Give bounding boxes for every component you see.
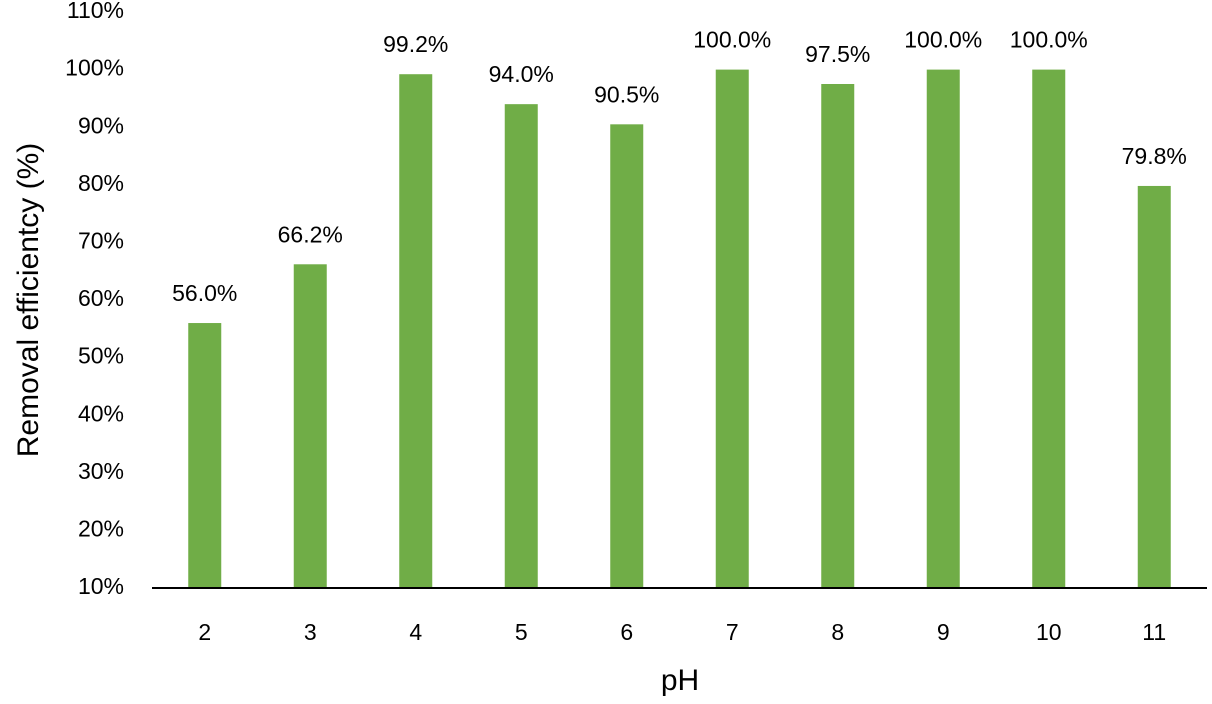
data-label: 100.0%	[904, 27, 982, 53]
x-tick-label: 7	[726, 619, 739, 645]
x-tick-label: 2	[198, 619, 211, 645]
y-tick-label: 70%	[78, 227, 124, 253]
x-tick-label: 11	[1142, 619, 1166, 645]
bars	[188, 69, 1171, 589]
y-tick-label: 30%	[78, 458, 124, 484]
x-tick-label: 10	[1036, 619, 1062, 645]
x-tick-label: 5	[515, 619, 528, 645]
bar	[1137, 185, 1171, 588]
data-label: 97.5%	[805, 41, 870, 67]
bar	[610, 124, 644, 588]
bar	[926, 69, 960, 589]
y-axis-title: Removal efficientcy (%)	[12, 143, 45, 458]
data-label: 90.5%	[594, 81, 659, 107]
y-tick-label: 90%	[78, 112, 124, 138]
y-tick-label: 110%	[67, 0, 124, 23]
x-tick-label: 3	[304, 619, 317, 645]
bar	[715, 69, 749, 589]
data-label: 56.0%	[172, 280, 237, 306]
data-label: 79.8%	[1122, 143, 1187, 169]
bar	[504, 104, 538, 588]
x-axis-tick-labels: 2 3 4 5 6 7 8 9 10 11	[198, 619, 1166, 645]
x-tick-label: 9	[937, 619, 950, 645]
y-tick-label: 60%	[78, 285, 124, 311]
y-tick-label: 10%	[78, 573, 124, 599]
y-tick-label: 80%	[78, 170, 124, 196]
x-axis-title: pH	[661, 664, 699, 697]
bar	[188, 323, 222, 588]
y-tick-label: 40%	[78, 400, 124, 426]
data-label: 66.2%	[278, 221, 343, 247]
x-tick-label: 4	[409, 619, 422, 645]
y-tick-label: 20%	[78, 515, 124, 541]
bar	[1032, 69, 1066, 589]
data-label: 94.0%	[489, 61, 554, 87]
y-tick-label: 50%	[78, 343, 124, 369]
y-tick-label: 100%	[65, 55, 124, 81]
bar	[821, 84, 855, 588]
x-tick-label: 8	[831, 619, 844, 645]
data-label: 100.0%	[693, 27, 771, 53]
data-labels: 56.0% 66.2% 99.2% 94.0% 90.5% 100.0% 97.5% 100.…	[172, 27, 1187, 306]
x-tick-label: 6	[620, 619, 633, 645]
bar	[293, 264, 327, 588]
data-label: 99.2%	[383, 31, 448, 57]
bar	[399, 74, 433, 588]
data-label: 100.0%	[1010, 27, 1088, 53]
y-axis: 10% 20% 30% 40% 50% 60% 70% 80% 90% 100% 110%	[65, 0, 124, 599]
